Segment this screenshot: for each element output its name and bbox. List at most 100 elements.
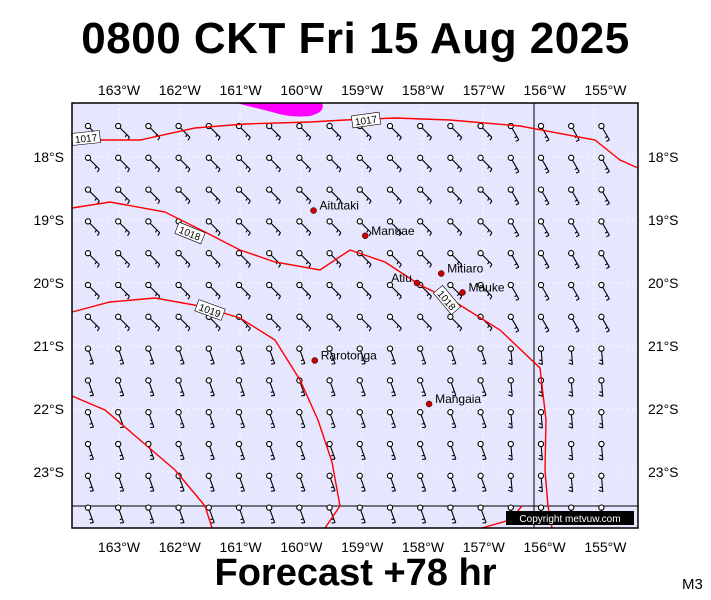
wind-barb-icon (145, 409, 155, 429)
longitude-label: 163°W (98, 82, 141, 98)
longitude-label: 157°W (463, 539, 506, 555)
wind-barb-icon (84, 250, 100, 268)
wind-barb-icon (537, 250, 550, 270)
wind-barb-icon (477, 440, 487, 460)
wind-barb-icon (386, 504, 396, 524)
wind-barb-icon (447, 218, 463, 236)
isobar-1019-south (71, 395, 213, 529)
wind-barb-icon (356, 472, 366, 492)
latitude-label: 18°S (648, 149, 679, 165)
wind-barb-icon (598, 472, 605, 493)
latitude-labels-left: 18°S 19°S 20°S 21°S 22°S 23°S (33, 149, 64, 480)
wind-barbs (84, 122, 610, 525)
wind-barb-icon (84, 440, 94, 460)
map-frame (71, 102, 639, 529)
wind-barb-icon (537, 186, 550, 206)
wind-barb-icon (205, 186, 221, 205)
wind-barb-icon (386, 472, 396, 492)
wind-barb-icon (447, 186, 463, 205)
wind-barb-icon (84, 154, 100, 173)
wind-barb-icon (598, 440, 605, 461)
longitude-label: 158°W (402, 539, 445, 555)
wind-barb-icon (296, 218, 312, 236)
wind-barb-icon (205, 154, 221, 173)
wind-barb-icon (386, 218, 402, 236)
wind-barb-icon (296, 186, 312, 205)
wind-barb-icon (296, 504, 306, 524)
wind-barb-icon (296, 250, 312, 268)
wind-barb-icon (175, 504, 185, 524)
wind-barb-icon (84, 377, 94, 397)
wind-barb-icon (266, 218, 281, 236)
wind-barb-icon (447, 122, 463, 141)
wind-barb-icon (477, 250, 493, 268)
wind-barb-icon (115, 504, 125, 524)
wind-barb-icon (235, 504, 245, 524)
wind-barb-icon (235, 345, 245, 365)
wind-barb-icon (115, 154, 130, 173)
wind-barb-icon (235, 409, 245, 429)
wind-barb-icon (84, 281, 100, 300)
wind-barb-icon (507, 281, 520, 301)
wind-barb-icon (235, 377, 245, 397)
wind-barb-icon (598, 409, 605, 429)
wind-barb-icon (326, 186, 342, 205)
latitude-labels-right: 18°S 19°S 20°S 21°S 22°S 23°S (648, 149, 679, 480)
wind-barb-icon (326, 472, 336, 492)
latitude-label: 21°S (648, 338, 679, 354)
wind-barb-icon (507, 409, 514, 429)
wind-barb-icon (507, 186, 520, 206)
wind-barb-icon (326, 154, 342, 173)
wind-barb-icon (568, 345, 575, 366)
wind-barb-icon (447, 377, 457, 397)
wind-barb-icon (417, 409, 427, 429)
wind-barb-icon (175, 122, 191, 141)
wind-barb-icon (477, 409, 487, 429)
wind-barb-icon (145, 313, 161, 332)
wind-barb-icon (266, 154, 281, 173)
wind-barb-icon (145, 250, 161, 268)
town-label: Atiu (391, 271, 412, 285)
wind-barb-icon (296, 345, 306, 365)
wind-barb-icon (568, 472, 575, 493)
wind-barb-icon (145, 281, 161, 300)
town-label: Rarotonga (321, 348, 377, 362)
latitude-label: 23°S (648, 464, 679, 480)
wind-barb-icon (537, 345, 545, 366)
wind-barb-icon (507, 250, 520, 270)
wind-barb-icon (296, 281, 312, 300)
wind-barb-icon (356, 504, 366, 524)
wind-barb-icon (568, 218, 580, 238)
wind-barb-icon (175, 250, 191, 268)
longitude-label: 162°W (159, 82, 202, 98)
wind-barb-icon (568, 409, 575, 429)
wind-barb-icon (537, 409, 545, 429)
wind-barb-icon (84, 472, 94, 492)
wind-barb-icon (296, 154, 312, 173)
wind-barb-icon (235, 281, 251, 300)
page-title: 0800 CKT Fri 15 Aug 2025 (81, 14, 630, 63)
wind-barb-icon (296, 440, 306, 460)
town-label: Mauke (469, 280, 505, 294)
wind-barb-icon (386, 154, 402, 173)
wind-barb-icon (115, 440, 125, 460)
wind-barb-icon (326, 122, 342, 141)
wind-barb-icon (386, 313, 402, 332)
wind-barb-icon (235, 186, 251, 205)
wind-barb-icon (235, 250, 251, 268)
wind-barb-icon (205, 377, 215, 397)
town-label: Mitiaro (447, 262, 483, 276)
wind-barb-icon (417, 377, 427, 397)
wind-barb-icon (568, 440, 575, 461)
town-label: Mangaia (435, 392, 481, 406)
wind-barb-icon (598, 154, 610, 174)
wind-barb-icon (447, 345, 457, 365)
longitude-labels-bottom: 163°W 162°W 161°W 160°W 159°W 158°W 157°W 156°W… (98, 539, 627, 555)
town-dot-icon (459, 289, 466, 296)
wind-barb-icon (326, 218, 342, 236)
wind-barb-icon (447, 313, 463, 332)
isobar-labels: 1017 1017 1018 1018 1019 (71, 111, 462, 321)
longitude-label: 155°W (584, 82, 627, 98)
wind-barb-icon (598, 122, 610, 142)
